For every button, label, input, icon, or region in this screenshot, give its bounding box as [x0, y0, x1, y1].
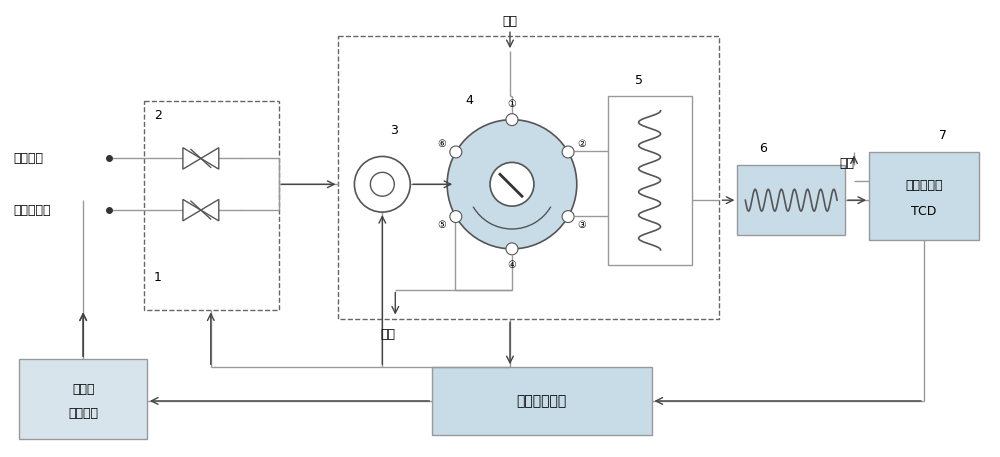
Text: 监控报警平台: 监控报警平台	[517, 394, 567, 408]
Bar	[338, 36, 719, 319]
Text: 7: 7	[939, 129, 947, 142]
Text: 纯化器出口: 纯化器出口	[13, 204, 51, 217]
Text: 载气: 载气	[502, 15, 517, 28]
Circle shape	[450, 146, 462, 158]
Text: 6: 6	[759, 142, 767, 155]
Polygon shape	[201, 199, 219, 221]
Bar	[737, 165, 845, 235]
Text: 切换装置: 切换装置	[68, 407, 98, 420]
Text: ③: ③	[578, 219, 586, 229]
Text: 2: 2	[154, 109, 162, 122]
Circle shape	[354, 156, 410, 212]
Text: ⑤: ⑤	[438, 219, 446, 229]
Text: 载气: 载气	[839, 157, 854, 170]
Circle shape	[562, 211, 574, 223]
Text: 热导检测器: 热导检测器	[905, 179, 943, 192]
Text: 1: 1	[154, 271, 162, 284]
Bar	[608, 96, 692, 265]
Text: 排空: 排空	[380, 328, 395, 341]
Circle shape	[450, 211, 462, 223]
Circle shape	[506, 243, 518, 255]
Text: 3: 3	[390, 124, 398, 137]
Text: ①: ①	[508, 99, 516, 109]
Text: 纯化器: 纯化器	[72, 383, 94, 396]
Bar	[144, 101, 279, 309]
Polygon shape	[183, 148, 201, 169]
Circle shape	[506, 114, 518, 126]
Polygon shape	[201, 148, 219, 169]
Text: 氨气罐区: 氨气罐区	[13, 152, 43, 165]
Text: ②: ②	[578, 139, 586, 149]
Text: ④: ④	[508, 260, 516, 270]
Bar	[19, 359, 147, 439]
Bar	[432, 367, 652, 435]
Polygon shape	[183, 199, 201, 221]
Circle shape	[562, 146, 574, 158]
Circle shape	[370, 172, 394, 196]
Text: ⑥: ⑥	[438, 139, 446, 149]
Circle shape	[490, 162, 534, 206]
Circle shape	[447, 120, 577, 249]
Text: 4: 4	[465, 94, 473, 107]
Text: TCD: TCD	[911, 206, 937, 218]
Text: 5: 5	[635, 74, 643, 87]
Bar	[869, 153, 979, 240]
